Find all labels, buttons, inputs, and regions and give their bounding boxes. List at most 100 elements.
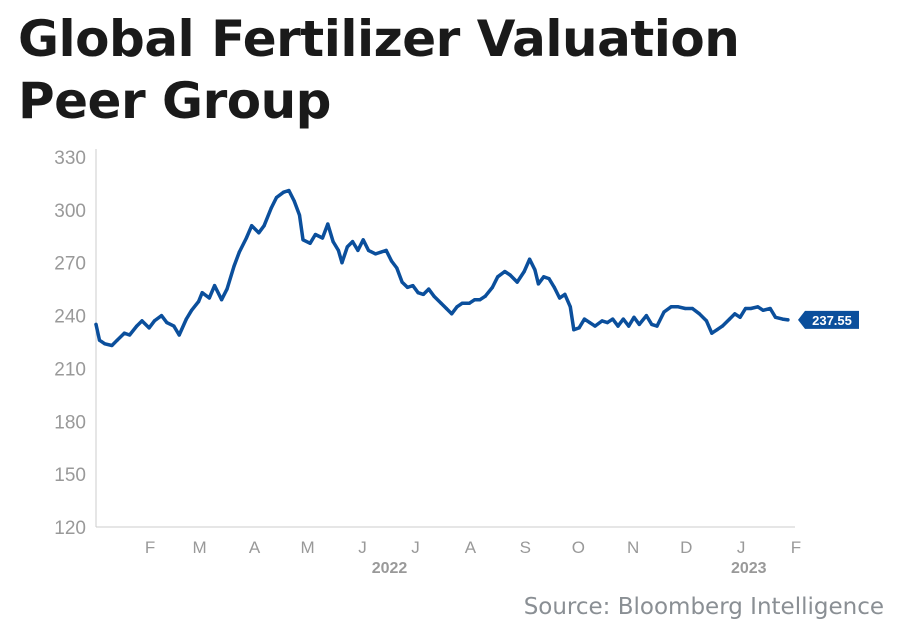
- data-point: [552, 285, 556, 289]
- data-point: [715, 328, 719, 332]
- data-point: [237, 250, 241, 254]
- x-tick-label: N: [627, 538, 639, 557]
- data-point: [400, 280, 404, 284]
- data-point: [621, 317, 625, 321]
- x-tick-label: D: [680, 538, 692, 557]
- data-point: [220, 298, 224, 302]
- data-point: [165, 321, 169, 325]
- data-point: [200, 291, 204, 295]
- data-point: [140, 319, 144, 323]
- data-point: [572, 328, 576, 332]
- x-tick-label: F: [791, 538, 801, 557]
- data-point: [467, 301, 471, 305]
- data-point: [177, 333, 181, 337]
- data-point: [460, 301, 464, 305]
- data-point: [411, 284, 415, 288]
- data-point: [577, 326, 581, 330]
- data-point: [483, 294, 487, 298]
- plot-area: [94, 188, 790, 348]
- data-point: [655, 324, 659, 328]
- data-point: [351, 240, 355, 244]
- last-value-text: 237.55: [812, 313, 852, 328]
- data-point: [103, 342, 107, 346]
- data-point: [588, 321, 592, 325]
- x-tick-label: J: [737, 538, 746, 557]
- data-point: [207, 296, 211, 300]
- data-point: [269, 206, 273, 210]
- data-point: [611, 317, 615, 321]
- x-year-label: 2023: [731, 560, 767, 577]
- data-point: [632, 315, 636, 319]
- data-point: [662, 310, 666, 314]
- data-point: [184, 317, 188, 321]
- data-point: [416, 291, 420, 295]
- data-point: [197, 299, 201, 304]
- data-point: [225, 287, 229, 291]
- data-point: [313, 232, 317, 237]
- data-point: [432, 294, 436, 298]
- data-point: [444, 306, 448, 311]
- data-point: [115, 338, 119, 342]
- data-point: [379, 250, 383, 254]
- x-tick-label: A: [249, 538, 261, 557]
- data-point: [257, 231, 261, 235]
- data-point: [110, 343, 114, 348]
- data-point: [297, 213, 302, 217]
- data-point: [287, 188, 291, 193]
- x-axis: F M A M J J A S O N D J F 2022 2023: [96, 526, 801, 577]
- data-point: [94, 322, 98, 326]
- data-point: [582, 317, 587, 321]
- data-point: [605, 321, 610, 325]
- data-point: [366, 248, 371, 252]
- data-point: [568, 305, 572, 309]
- data-point: [704, 319, 709, 323]
- data-point: [421, 292, 425, 296]
- data-point: [515, 280, 519, 284]
- data-point: [522, 269, 526, 274]
- data-point: [650, 322, 654, 326]
- x-tick-label: M: [193, 538, 207, 557]
- y-tick-label: 240: [54, 307, 86, 328]
- data-point: [768, 306, 772, 311]
- data-point: [345, 245, 349, 249]
- data-point: [756, 305, 760, 309]
- last-value-tag: [798, 310, 859, 329]
- data-point: [159, 314, 164, 318]
- data-point: [743, 306, 748, 311]
- data-point: [761, 308, 765, 312]
- data-point: [135, 324, 139, 328]
- data-point: [361, 238, 365, 242]
- data-point: [533, 268, 537, 272]
- data-point: [356, 248, 360, 252]
- y-tick-label: 150: [54, 465, 86, 486]
- data-point: [710, 331, 714, 335]
- data-point: [244, 236, 248, 240]
- data-point: [292, 199, 296, 203]
- data-point: [781, 317, 785, 321]
- data-point: [473, 298, 477, 302]
- data-point: [152, 319, 156, 323]
- data-point: [644, 314, 649, 318]
- data-point: [547, 277, 551, 281]
- y-tick-label: 300: [54, 201, 86, 222]
- data-point: [600, 319, 604, 323]
- data-point: [593, 324, 597, 328]
- data-point: [738, 315, 742, 319]
- data-point: [122, 331, 126, 335]
- data-point: [503, 269, 507, 274]
- data-point: [250, 224, 254, 228]
- data-point: [405, 285, 410, 289]
- data-point: [676, 305, 680, 309]
- series-line: [94, 188, 790, 348]
- data-point: [733, 312, 737, 316]
- data-point: [301, 238, 305, 242]
- last-value-label: 237.55: [798, 310, 859, 329]
- data-point: [536, 282, 541, 286]
- y-axis: 120 150 180 210 240 270 300 330: [54, 148, 97, 539]
- data-point: [496, 275, 500, 279]
- data-point: [190, 308, 194, 312]
- data-point: [683, 306, 687, 311]
- data-point: [320, 236, 325, 240]
- data-point: [326, 222, 330, 226]
